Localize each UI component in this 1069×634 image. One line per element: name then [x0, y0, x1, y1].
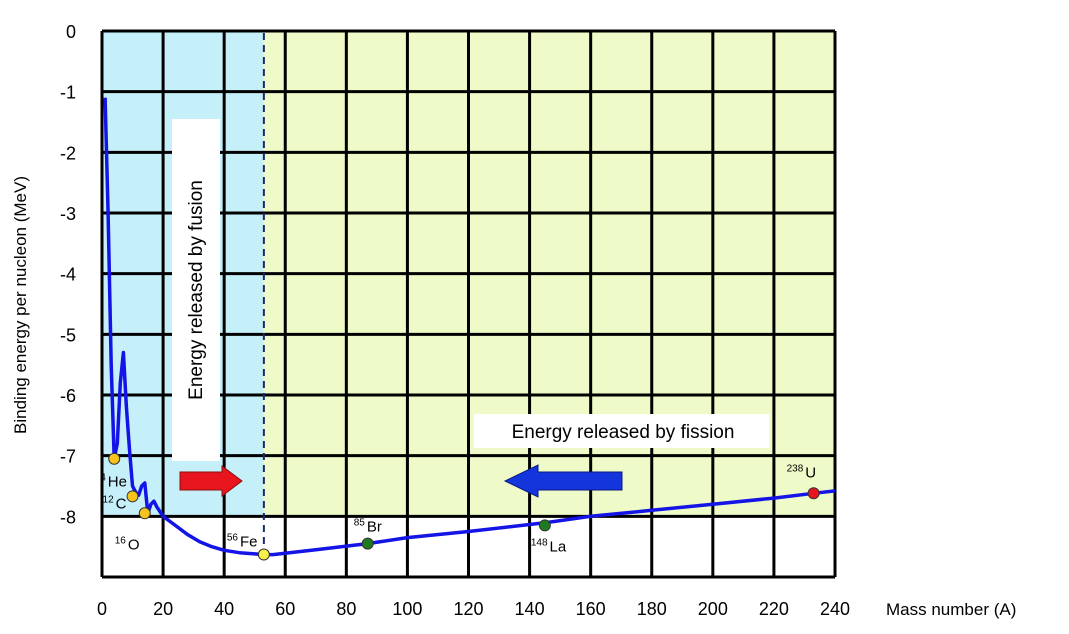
y-tick-label: -5 [60, 325, 76, 345]
x-tick-label: 100 [392, 599, 422, 619]
isotope-marker-u [807, 487, 820, 500]
y-tick-label: -4 [60, 265, 76, 285]
isotope-marker-fe [257, 548, 270, 561]
y-tick-label: -1 [60, 83, 76, 103]
isotope-label-br: 85 Br [354, 518, 382, 536]
fusion-arrow [179, 465, 243, 497]
isotope-label-fe: 56 Fe [227, 533, 258, 551]
isotope-marker-br [361, 537, 374, 550]
fusion-label-box [172, 119, 220, 461]
x-tick-label: 60 [275, 599, 295, 619]
isotope-label-o: 16 O [115, 535, 140, 553]
y-tick-label: -8 [60, 507, 76, 527]
x-tick-label: 40 [214, 599, 234, 619]
isotope-marker-o [138, 507, 151, 520]
isotope-marker-he [108, 452, 121, 465]
isotope-label-he: 4 He [100, 473, 127, 491]
x-tick-label: 200 [698, 599, 728, 619]
x-tick-label: 20 [153, 599, 173, 619]
fission-arrow [503, 464, 623, 498]
x-axis-ticks: 0 20 40 60 80 100 120 140 160 180 200 220 240 [97, 599, 850, 619]
annotation-boxes: Energy released by fusion Energy release… [172, 119, 769, 461]
fission-label-box [474, 414, 769, 448]
y-tick-label: 0 [66, 22, 76, 42]
isotope-marker-c [126, 490, 139, 503]
y-tick-label: -2 [60, 143, 76, 163]
y-axis-ticks: 0 -1 -2 -3 -4 -5 -6 -7 -8 [60, 22, 76, 527]
x-tick-label: 80 [336, 599, 356, 619]
y-tick-label: -6 [60, 386, 76, 406]
fusion-label: Energy released by fusion [186, 180, 207, 400]
x-axis-label: Mass number (A) [886, 600, 1016, 619]
isotope-label-u: 238 U [787, 463, 817, 481]
y-tick-label: -7 [60, 447, 76, 467]
arrows [179, 464, 623, 498]
x-tick-label: 180 [637, 599, 667, 619]
binding-energy-curve [103, 97, 836, 557]
y-axis-label: Binding energy per nucleon (MeV) [11, 176, 30, 434]
isotope-marker-la [538, 519, 551, 532]
fission-label: Energy released by fission [512, 422, 735, 443]
y-tick-label: -3 [60, 204, 76, 224]
x-tick-label: 0 [97, 599, 107, 619]
isotope-markers: 4 He 12 C 16 O 56 Fe 85 Br 148 La 238 U [100, 452, 820, 561]
x-tick-label: 140 [515, 599, 545, 619]
isotope-label-la: 148 La [531, 537, 567, 555]
x-tick-label: 160 [576, 599, 606, 619]
x-tick-label: 240 [820, 599, 850, 619]
isotope-label-c: 12 C [103, 494, 127, 512]
x-tick-label: 220 [759, 599, 789, 619]
x-tick-label: 120 [453, 599, 483, 619]
